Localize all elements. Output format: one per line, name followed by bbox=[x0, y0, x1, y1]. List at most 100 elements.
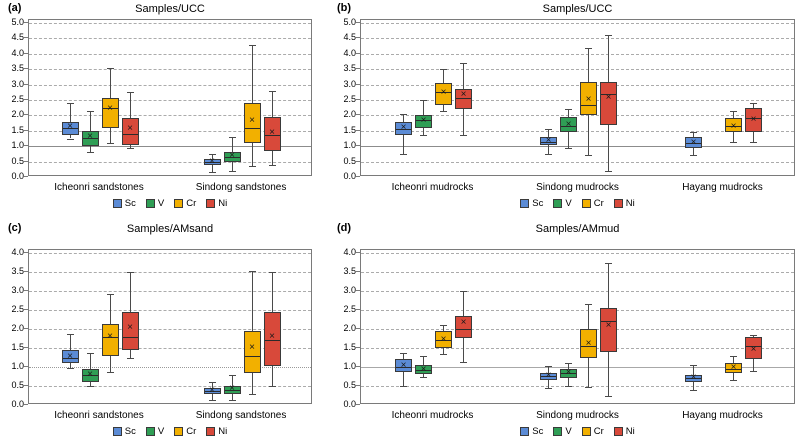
whisker-cap-bottom bbox=[86, 386, 94, 387]
y-tick-mark bbox=[24, 129, 28, 131]
boxplot-cr bbox=[101, 324, 119, 356]
x-category-label: Sindong mudrocks bbox=[536, 410, 619, 421]
whisker-sc bbox=[69, 103, 71, 139]
gridline bbox=[361, 329, 794, 330]
legend-item-ni: Ni bbox=[613, 198, 635, 209]
gridline bbox=[361, 38, 794, 40]
whisker-cap-bottom bbox=[248, 394, 256, 396]
whisker-cap-bottom bbox=[126, 357, 134, 359]
whisker-cap-top bbox=[106, 293, 114, 295]
whisker-cap-top bbox=[126, 92, 134, 94]
legend-swatch-v bbox=[553, 199, 563, 208]
y-tick-mark bbox=[24, 271, 28, 272]
x-category-label: Icheonri mudrocks bbox=[391, 182, 474, 193]
x-category-label: Icheonri sandstones bbox=[54, 182, 144, 193]
y-tick-label: 1.5 bbox=[11, 342, 24, 352]
whisker-cap-bottom bbox=[228, 170, 236, 172]
whisker-cap-bottom bbox=[208, 172, 216, 174]
y-tick-label: 1.0 bbox=[343, 361, 356, 371]
mean-marker: × bbox=[249, 114, 255, 126]
median-line bbox=[581, 104, 596, 106]
mean-marker: × bbox=[87, 368, 93, 380]
median-line bbox=[396, 367, 411, 368]
whisker-cap-top bbox=[400, 352, 407, 354]
median-line bbox=[102, 107, 118, 109]
legend-swatch-cr bbox=[174, 427, 184, 436]
y-tick-mark bbox=[356, 176, 360, 177]
y-tick-label: 1.0 bbox=[11, 140, 24, 151]
whisker-cap-bottom bbox=[565, 386, 572, 387]
legend-label: Sc bbox=[124, 426, 136, 437]
legend-swatch-v bbox=[145, 199, 155, 208]
boxplot-ni bbox=[600, 308, 617, 352]
boxplot-ni bbox=[263, 311, 281, 367]
y-tick-label: 2.5 bbox=[343, 94, 356, 104]
median-line bbox=[204, 161, 220, 163]
mean-marker: × bbox=[585, 94, 592, 105]
whisker-cap-top bbox=[605, 262, 612, 264]
median-line bbox=[541, 141, 556, 143]
y-tick-label: 1.0 bbox=[11, 361, 24, 371]
median-line bbox=[726, 126, 741, 128]
y-tick-mark bbox=[356, 271, 360, 272]
gridline bbox=[361, 100, 794, 101]
y-tick-mark bbox=[24, 22, 28, 23]
mean-marker: × bbox=[730, 121, 737, 133]
boxplot-sc bbox=[685, 136, 702, 148]
whisker-cap-bottom bbox=[750, 141, 757, 143]
whisker-cap-bottom bbox=[66, 138, 74, 140]
y-tick-mark bbox=[356, 129, 360, 131]
y-tick-mark bbox=[356, 252, 360, 253]
median-line bbox=[746, 118, 761, 120]
mean-marker: × bbox=[400, 121, 407, 133]
y-tick-mark bbox=[24, 68, 28, 70]
y-tick-mark bbox=[356, 366, 360, 367]
y-tick-label: 0.0 bbox=[343, 171, 356, 181]
whisker-cap-top bbox=[268, 272, 276, 273]
legend-swatch-cr bbox=[174, 199, 184, 208]
legend-swatch-cr bbox=[581, 199, 591, 208]
whisker-cap-bottom bbox=[106, 143, 114, 145]
median-line bbox=[686, 143, 701, 145]
legend-label: Cr bbox=[186, 198, 197, 209]
y-tick-label: 0.0 bbox=[11, 399, 24, 409]
whisker-cap-bottom bbox=[730, 380, 737, 382]
panel-b-label: (b) bbox=[337, 2, 352, 14]
whisker-cap-top bbox=[420, 100, 427, 101]
y-tick-mark bbox=[356, 309, 360, 310]
mean-marker: × bbox=[67, 120, 73, 132]
legend: Sc V Cr Ni bbox=[360, 426, 795, 437]
mean-marker: × bbox=[229, 150, 235, 162]
gridline bbox=[361, 348, 794, 349]
whisker-cap-bottom bbox=[228, 400, 236, 402]
gridline bbox=[361, 53, 794, 55]
legend-item-ni: Ni bbox=[206, 426, 227, 437]
legend: Sc V Cr Ni bbox=[28, 198, 312, 209]
boxplot-v bbox=[415, 115, 432, 128]
whisker-cap-bottom bbox=[420, 377, 427, 379]
gridline bbox=[361, 130, 794, 132]
legend-item-cr: Cr bbox=[581, 426, 604, 437]
mean-marker: × bbox=[750, 343, 757, 355]
x-category-label: Sindong sandstones bbox=[195, 182, 287, 193]
whisker-cap-top bbox=[208, 153, 216, 155]
y-tick-mark bbox=[24, 99, 28, 100]
x-category-label: Sindong sandstones bbox=[195, 410, 287, 421]
legend-label: Sc bbox=[124, 198, 136, 209]
mean-marker: × bbox=[127, 322, 133, 334]
whisker-cap-top bbox=[66, 103, 74, 105]
legend-swatch-sc bbox=[520, 427, 530, 436]
legend-swatch-v bbox=[145, 427, 155, 436]
legend-label: V bbox=[157, 198, 165, 209]
gridline bbox=[29, 115, 311, 117]
y-tick-label: 1.0 bbox=[343, 140, 356, 151]
median-line bbox=[456, 98, 471, 100]
y-tick-mark bbox=[24, 176, 28, 177]
y-tick-mark bbox=[356, 114, 360, 116]
median-line bbox=[62, 127, 78, 129]
gridline bbox=[361, 291, 794, 292]
panel-a-label: (a) bbox=[8, 2, 22, 14]
mean-marker: × bbox=[585, 338, 592, 350]
panel-c-plot-area: × × × × × × × × bbox=[28, 249, 312, 404]
mean-marker: × bbox=[750, 114, 757, 126]
